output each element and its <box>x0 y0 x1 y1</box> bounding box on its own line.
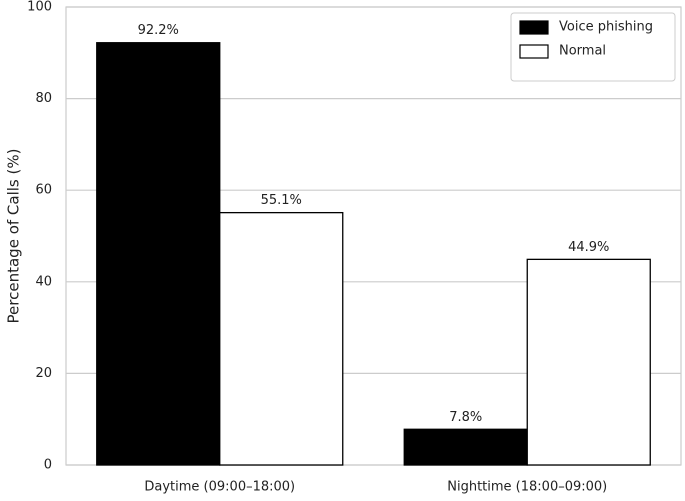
value-label: 92.2% <box>138 23 179 38</box>
y-tick-label: 80 <box>35 91 52 106</box>
y-tick-label: 100 <box>27 0 52 15</box>
bar <box>96 42 221 466</box>
legend-label: Voice phishing <box>559 20 653 35</box>
value-label: 55.1% <box>261 193 302 208</box>
legend-box <box>510 12 676 82</box>
legend-swatch <box>519 44 549 59</box>
y-tick-label: 60 <box>35 183 52 198</box>
legend-label: Normal <box>559 44 606 59</box>
y-axis-label: Percentage of Calls (%) <box>5 149 23 324</box>
bar <box>526 258 651 466</box>
plot-frame <box>65 6 682 466</box>
y-tick-label: 20 <box>35 366 52 381</box>
y-tick-label: 40 <box>35 274 52 289</box>
value-label: 44.9% <box>568 240 609 255</box>
bar <box>403 428 528 466</box>
value-label: 7.8% <box>449 410 482 425</box>
y-tick-label: 0 <box>44 458 52 473</box>
x-tick-label: Nighttime (18:00–09:00) <box>447 480 607 495</box>
bar <box>219 211 344 466</box>
x-tick-label: Daytime (09:00–18:00) <box>144 480 295 495</box>
legend-swatch <box>519 20 549 35</box>
